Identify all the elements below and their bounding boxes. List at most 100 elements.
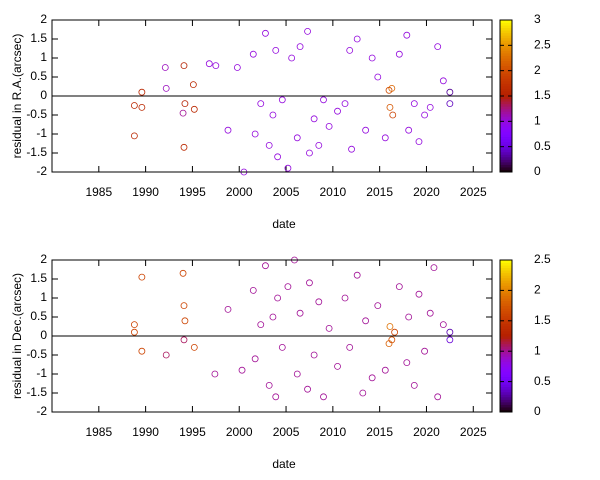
colorbar-strip bbox=[500, 376, 512, 380]
plot-frame bbox=[51, 19, 493, 173]
data-point bbox=[130, 328, 138, 336]
data-point bbox=[304, 27, 311, 35]
colorbar-strip bbox=[500, 27, 512, 31]
x-tick-label: 2025 bbox=[460, 425, 487, 439]
colorbar-strip bbox=[500, 141, 512, 145]
x-axis-label: date bbox=[272, 217, 296, 231]
x-tick-label: 1985 bbox=[85, 185, 112, 199]
data-point bbox=[434, 43, 442, 50]
data-point bbox=[251, 355, 259, 363]
colorbar-strip bbox=[500, 267, 512, 271]
data-point bbox=[265, 141, 273, 149]
colorbar-strip bbox=[500, 166, 512, 170]
y-tick-label: 0.5 bbox=[30, 69, 47, 83]
colorbar-strip bbox=[500, 404, 512, 408]
colorbar-tick-label: 0 bbox=[534, 404, 541, 418]
colorbar-strip bbox=[500, 323, 512, 327]
data-point bbox=[434, 393, 442, 401]
colorbar-strip bbox=[500, 280, 512, 284]
colorbar-strip bbox=[500, 65, 512, 69]
colorbar-strip bbox=[500, 32, 512, 36]
colorbar-strip bbox=[500, 401, 512, 405]
colorbar-strip bbox=[500, 80, 512, 84]
data-point bbox=[362, 126, 370, 134]
data-point bbox=[304, 385, 311, 393]
colorbar-strip bbox=[500, 409, 512, 413]
data-point bbox=[278, 343, 286, 351]
colorbar-strip bbox=[500, 338, 512, 342]
y-tick-label: -0.5 bbox=[26, 347, 47, 361]
data-point bbox=[257, 321, 265, 329]
data-point bbox=[224, 126, 232, 134]
colorbar-strip bbox=[500, 161, 512, 165]
data-point bbox=[325, 324, 333, 332]
x-tick-label: 2005 bbox=[273, 425, 300, 439]
colorbar-strip bbox=[500, 98, 512, 102]
data-point bbox=[446, 88, 454, 96]
x-tick-label: 1995 bbox=[179, 185, 206, 199]
colorbar-strip bbox=[500, 134, 512, 138]
data-point bbox=[284, 164, 292, 172]
data-point bbox=[233, 64, 241, 71]
colorbar-strip bbox=[500, 149, 512, 153]
colorbar-strip bbox=[500, 154, 512, 158]
y-tick-label: 0 bbox=[40, 328, 47, 342]
colorbar-strip bbox=[500, 292, 512, 296]
colorbar-strip bbox=[500, 290, 512, 294]
data-point bbox=[180, 143, 188, 151]
data-point bbox=[272, 47, 280, 54]
data-point bbox=[421, 111, 428, 119]
colorbar-strip bbox=[500, 42, 512, 46]
colorbar-tick-label: 2.5 bbox=[534, 252, 551, 266]
data-point bbox=[181, 100, 189, 107]
data-point bbox=[306, 149, 313, 157]
colorbar-strip bbox=[500, 270, 512, 274]
colorbar-strip bbox=[500, 305, 512, 309]
data-point bbox=[190, 105, 198, 113]
colorbar-strip bbox=[500, 22, 512, 26]
data-point bbox=[446, 328, 454, 336]
colorbar-strip bbox=[500, 396, 512, 400]
data-point bbox=[262, 29, 269, 37]
colorbar-strip bbox=[500, 139, 512, 143]
y-tick-label: 1 bbox=[40, 290, 47, 304]
colorbar-strip bbox=[500, 394, 512, 398]
data-point bbox=[293, 134, 301, 142]
colorbar-tick-label: 1 bbox=[534, 114, 541, 128]
colorbar-strip bbox=[500, 386, 512, 390]
colorbar-strip bbox=[500, 101, 512, 105]
data-point bbox=[320, 96, 327, 104]
colorbar-strip bbox=[500, 320, 512, 324]
colorbar-strip bbox=[500, 131, 512, 135]
data-point bbox=[138, 273, 146, 281]
data-point bbox=[325, 123, 333, 130]
data-point bbox=[446, 100, 454, 107]
data-point bbox=[381, 134, 389, 142]
data-point bbox=[269, 313, 277, 321]
data-point bbox=[410, 381, 418, 389]
data-point bbox=[359, 389, 367, 397]
colorbar-strip bbox=[500, 136, 512, 140]
colorbar-strip bbox=[500, 391, 512, 395]
colorbar-strip bbox=[500, 113, 512, 117]
colorbar-strip bbox=[500, 78, 512, 82]
data-point bbox=[180, 302, 188, 310]
colorbar-strip bbox=[500, 262, 512, 266]
colorbar-strip bbox=[500, 90, 512, 94]
colorbar-strip bbox=[500, 96, 512, 100]
colorbar-strip bbox=[500, 151, 512, 155]
colorbar-strip bbox=[500, 328, 512, 332]
data-point bbox=[205, 60, 213, 68]
data-point bbox=[348, 145, 355, 153]
colorbar-strip bbox=[500, 348, 512, 352]
data-point bbox=[278, 96, 286, 104]
colorbar-tick-label: 1.5 bbox=[534, 88, 551, 102]
data-point bbox=[257, 100, 265, 107]
x-tick-label: 2010 bbox=[319, 185, 346, 199]
x-tick-label: 1985 bbox=[85, 425, 112, 439]
colorbar-strip bbox=[500, 277, 512, 281]
y-tick-label: 1.5 bbox=[30, 31, 47, 45]
data-point bbox=[211, 370, 219, 378]
colorbar-strip bbox=[500, 123, 512, 127]
colorbar-strip bbox=[500, 318, 512, 322]
